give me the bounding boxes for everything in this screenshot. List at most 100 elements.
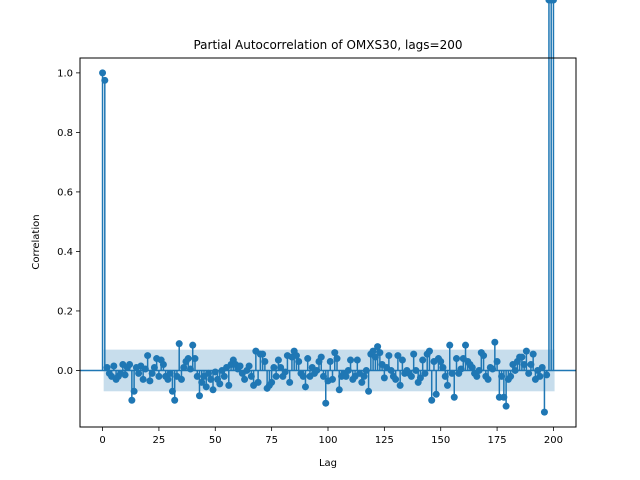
- stem-marker: [342, 372, 350, 380]
- stem-marker: [507, 372, 515, 380]
- stem-marker: [398, 356, 406, 364]
- stem-marker: [529, 350, 537, 358]
- stem-marker: [150, 363, 158, 371]
- y-tick-label: 0.2: [57, 306, 73, 317]
- stem-marker: [159, 361, 167, 369]
- x-tick-label: 175: [488, 435, 507, 446]
- stem-marker: [259, 350, 267, 358]
- y-axis-label: Correlation: [31, 214, 42, 269]
- stem-marker: [245, 362, 253, 370]
- stem-marker: [220, 372, 228, 380]
- stem-marker: [365, 387, 373, 395]
- stem-marker: [369, 347, 377, 355]
- stem-marker: [473, 372, 481, 380]
- stem-marker: [527, 361, 535, 369]
- stem-marker: [347, 356, 355, 364]
- stem-marker: [180, 363, 188, 371]
- stem-marker: [319, 372, 327, 380]
- stem-marker: [437, 358, 445, 366]
- stem-marker: [511, 366, 519, 374]
- stem-marker: [475, 366, 483, 374]
- stem-marker: [103, 363, 111, 371]
- stem-marker: [358, 378, 366, 386]
- stem-marker: [155, 372, 163, 380]
- stem-marker: [428, 396, 436, 404]
- y-tick-label: 0.6: [57, 187, 73, 198]
- stem-marker: [99, 69, 107, 77]
- stem-marker: [205, 369, 213, 377]
- stem-marker: [419, 356, 427, 364]
- stem-marker: [166, 369, 174, 377]
- stem-marker: [331, 349, 339, 357]
- stem-marker: [425, 347, 433, 355]
- stem-marker: [286, 378, 294, 386]
- stem-marker: [177, 375, 185, 383]
- stem-marker: [421, 369, 429, 377]
- stem-marker: [202, 383, 210, 391]
- stem-marker: [139, 375, 147, 383]
- stem-marker: [380, 374, 388, 382]
- stem-marker: [126, 361, 134, 369]
- stem-marker: [396, 381, 404, 389]
- stem-marker: [520, 361, 528, 369]
- x-tick-label: 100: [318, 435, 337, 446]
- stem-marker: [439, 363, 447, 371]
- stem-marker: [432, 390, 440, 398]
- x-tick-label: 125: [375, 435, 394, 446]
- x-axis-label: Lag: [319, 458, 337, 469]
- y-tick-label: 0.4: [57, 247, 73, 258]
- stem-marker: [110, 362, 118, 370]
- y-tick-label: 0.8: [57, 128, 73, 139]
- stem-marker: [374, 343, 382, 351]
- stem-marker: [540, 408, 548, 416]
- stem-marker: [484, 375, 492, 383]
- stem-marker: [502, 402, 510, 410]
- y-tick-label: 1.0: [57, 68, 73, 79]
- stem-marker: [148, 369, 156, 377]
- stem-marker: [236, 362, 244, 370]
- stem-marker: [141, 365, 149, 373]
- stem-marker: [522, 347, 530, 355]
- stem-marker: [146, 377, 154, 385]
- stem-marker: [211, 368, 219, 376]
- stem-marker: [500, 393, 508, 401]
- stem-marker: [387, 366, 395, 374]
- stem-marker: [281, 368, 289, 376]
- stem-marker: [457, 365, 465, 373]
- stem-marker: [135, 369, 143, 377]
- stem-marker: [536, 372, 544, 380]
- stem-marker: [394, 352, 402, 360]
- x-tick-label: 50: [209, 435, 222, 446]
- stem-marker: [168, 387, 176, 395]
- stem-marker: [175, 340, 183, 348]
- stem-marker: [304, 355, 312, 363]
- stem-marker: [121, 371, 129, 379]
- stem-marker: [144, 352, 152, 360]
- stem-marker: [171, 396, 179, 404]
- stem-marker: [198, 378, 206, 386]
- stem-marker: [274, 356, 282, 364]
- stem-marker: [518, 353, 526, 361]
- stem-marker: [247, 372, 255, 380]
- stem-marker: [371, 353, 379, 361]
- stem-marker: [322, 399, 330, 407]
- stem-marker: [130, 387, 138, 395]
- stem-marker: [407, 372, 415, 380]
- stem-marker: [498, 372, 506, 380]
- stem-marker: [299, 372, 307, 380]
- stem-marker: [441, 372, 449, 380]
- stem-marker: [184, 355, 192, 363]
- stem-marker: [326, 358, 334, 366]
- stem-marker: [525, 369, 533, 377]
- chart-title: Partial Autocorrelation of OMXS30, lags=…: [193, 38, 462, 52]
- x-tick-label: 200: [544, 435, 563, 446]
- stem-marker: [268, 378, 276, 386]
- stem-marker: [186, 365, 194, 373]
- stem-marker: [272, 372, 280, 380]
- stem-marker: [295, 358, 303, 366]
- stem-marker: [410, 350, 418, 358]
- stem-marker: [241, 375, 249, 383]
- x-tick-label: 75: [265, 435, 278, 446]
- stem-marker: [480, 352, 488, 360]
